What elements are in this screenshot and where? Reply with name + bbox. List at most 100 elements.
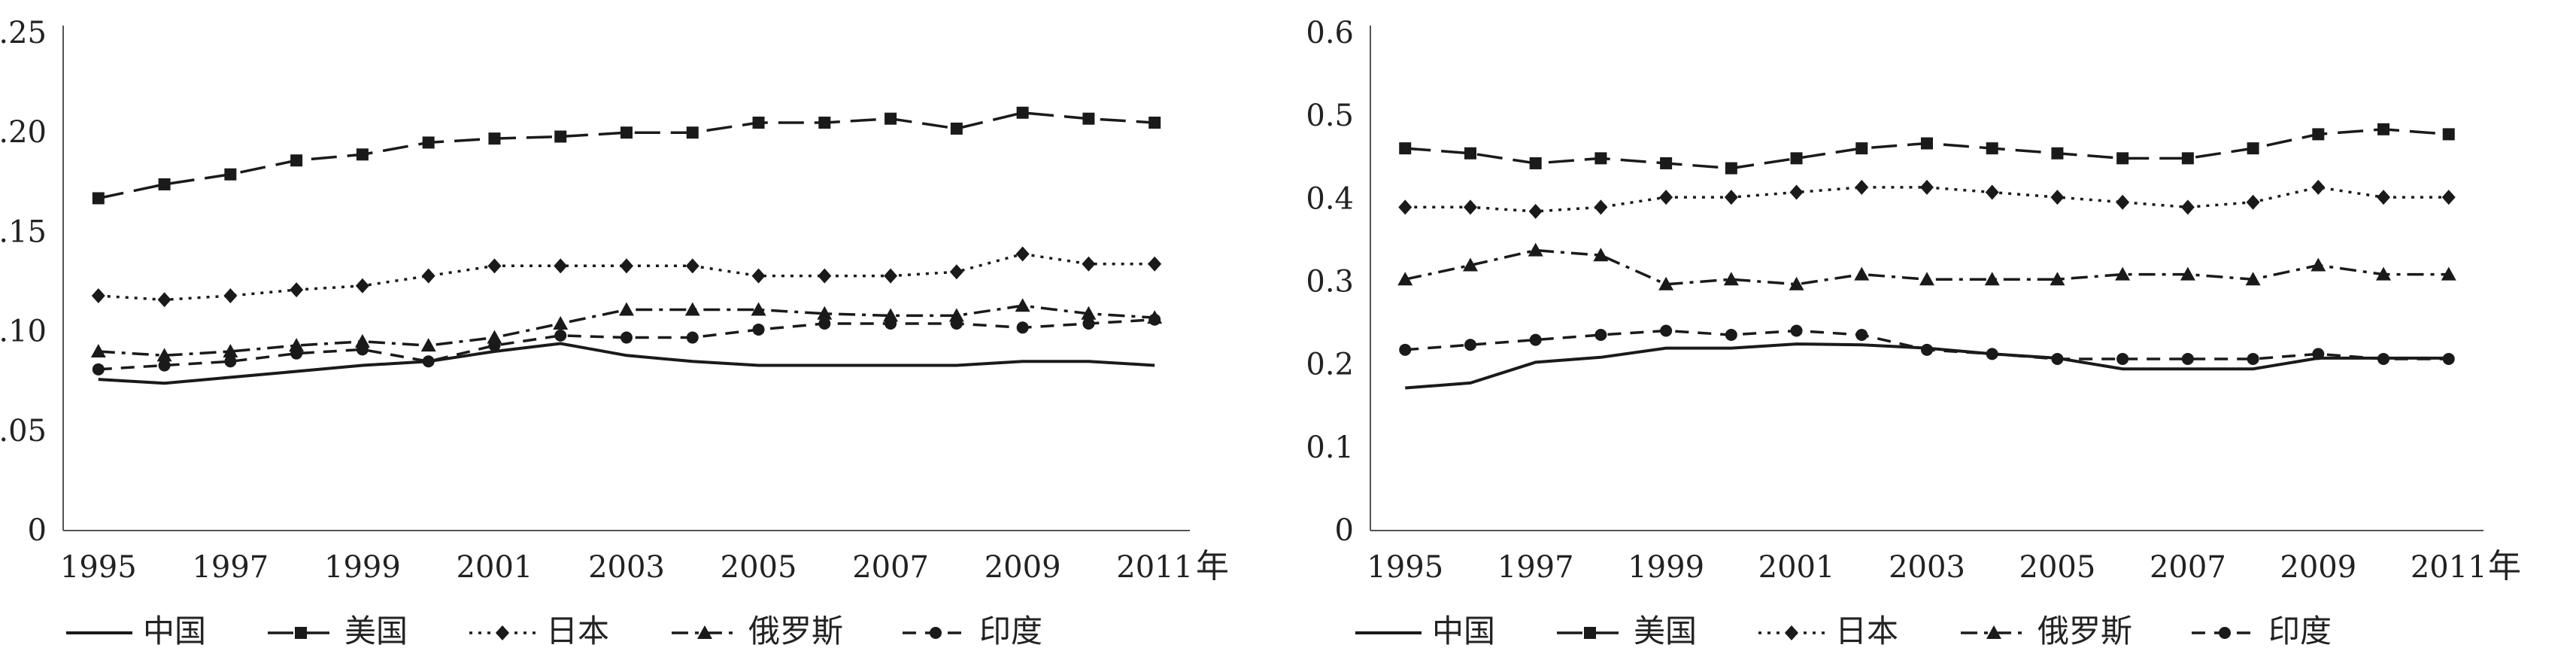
data-point (2311, 257, 2326, 272)
chart-panel-2: 0 0.1 0.2 0.3 0.4 0.5 0.6 1995 1997 1999 2001 2003 2… (1306, 16, 2521, 649)
data-point (554, 258, 568, 274)
data-point (1986, 142, 1998, 155)
data-point (421, 268, 435, 284)
legend-item: 中国 (1355, 613, 1495, 649)
data-point (1921, 343, 1933, 356)
x-tick-label: 1997 (1497, 550, 1574, 585)
data-point (884, 318, 897, 330)
x-tick-label: 2011 (1116, 550, 1193, 585)
legend-item: 俄罗斯 (672, 613, 843, 649)
data-point (2312, 348, 2325, 360)
data-point (92, 192, 105, 205)
data-point (2377, 352, 2390, 365)
y-tick-label: 0.1 (1306, 430, 1354, 465)
legend-label: 美国 (1634, 613, 1697, 649)
data-point (884, 268, 898, 284)
data-point (620, 126, 633, 139)
y-tick-label: 0.5 (1306, 99, 1354, 133)
data-point (1529, 333, 1542, 346)
data-point (2181, 352, 2194, 365)
data-point (818, 268, 832, 284)
data-point (1921, 137, 1933, 150)
data-point (223, 344, 238, 358)
legend-marker (295, 627, 307, 639)
series-line (1405, 186, 2449, 213)
data-point (1984, 272, 2000, 286)
data-point (1399, 343, 1412, 356)
legend-label: 中国 (1432, 613, 1495, 649)
data-point (2116, 352, 2129, 365)
y-tick-label: 0 (28, 513, 47, 548)
data-point (2245, 272, 2261, 286)
data-point (949, 264, 963, 280)
data-point (752, 323, 765, 336)
legend: 中国 美国 日本 俄罗斯 印度 (66, 613, 1042, 649)
data-point (1920, 179, 1934, 195)
data-point (1854, 266, 1870, 281)
data-point (948, 308, 964, 322)
data-point (356, 148, 369, 161)
data-point (2311, 179, 2326, 195)
y-tick-label: 0.15 (0, 214, 47, 249)
data-point (1462, 257, 1478, 272)
data-point (1015, 246, 1030, 262)
data-point (488, 339, 501, 352)
data-point (1594, 329, 1607, 342)
data-point (1015, 298, 1030, 312)
series-line (98, 342, 1155, 385)
x-tick-label: 2001 (457, 550, 533, 585)
series-line (98, 318, 1155, 371)
legend-item: 印度 (2192, 613, 2332, 649)
data-point (1724, 190, 1738, 205)
data-point (1529, 157, 1542, 169)
data-point (1725, 329, 1737, 342)
data-point (487, 330, 502, 344)
legend-marker (930, 627, 942, 639)
data-point (818, 318, 831, 330)
data-point (1659, 190, 1673, 205)
data-point (1082, 256, 1096, 272)
data-point (1790, 324, 1803, 337)
series-5 (92, 313, 1161, 376)
data-point (1593, 248, 1609, 262)
data-point (1528, 242, 1543, 257)
data-point (92, 363, 105, 376)
data-point (420, 338, 436, 352)
legend-label: 日本 (546, 613, 609, 649)
x-tick-label: 2007 (852, 550, 929, 585)
data-point (354, 333, 370, 348)
data-point (488, 132, 501, 145)
data-point (2377, 123, 2390, 135)
x-tick-label: 1999 (1628, 550, 1704, 585)
data-point (158, 359, 171, 372)
x-tick-label: 1995 (1367, 550, 1443, 585)
data-point (553, 316, 569, 330)
data-point (1594, 199, 1608, 215)
data-point (2376, 266, 2392, 281)
data-point (2116, 194, 2130, 210)
legend-label: 美国 (344, 613, 408, 649)
data-point (950, 122, 963, 135)
data-point (157, 292, 171, 308)
data-point (1855, 329, 1868, 342)
legend-label: 印度 (2268, 613, 2332, 649)
data-point (554, 130, 567, 143)
series-3 (91, 246, 1162, 308)
data-point (2246, 194, 2260, 210)
x-axis-unit: 年 (2488, 547, 2521, 585)
data-point (2116, 152, 2129, 165)
legend-item: 日本 (1758, 613, 1898, 649)
data-point (1464, 147, 1476, 160)
data-point (751, 302, 766, 316)
chart-panel-1: 0 0.05 0.10 0.15 0.20 0.25 1995 1997 1999 2001 200… (0, 16, 1229, 649)
data-point (620, 258, 633, 274)
x-axis-unit: 年 (1196, 547, 1229, 585)
legend-label: 俄罗斯 (748, 613, 843, 649)
legend-item: 美国 (268, 613, 408, 649)
series-2 (92, 106, 1161, 205)
legend-marker (1986, 625, 2001, 639)
data-point (156, 348, 172, 362)
data-point (2181, 152, 2194, 165)
data-point (158, 178, 171, 190)
